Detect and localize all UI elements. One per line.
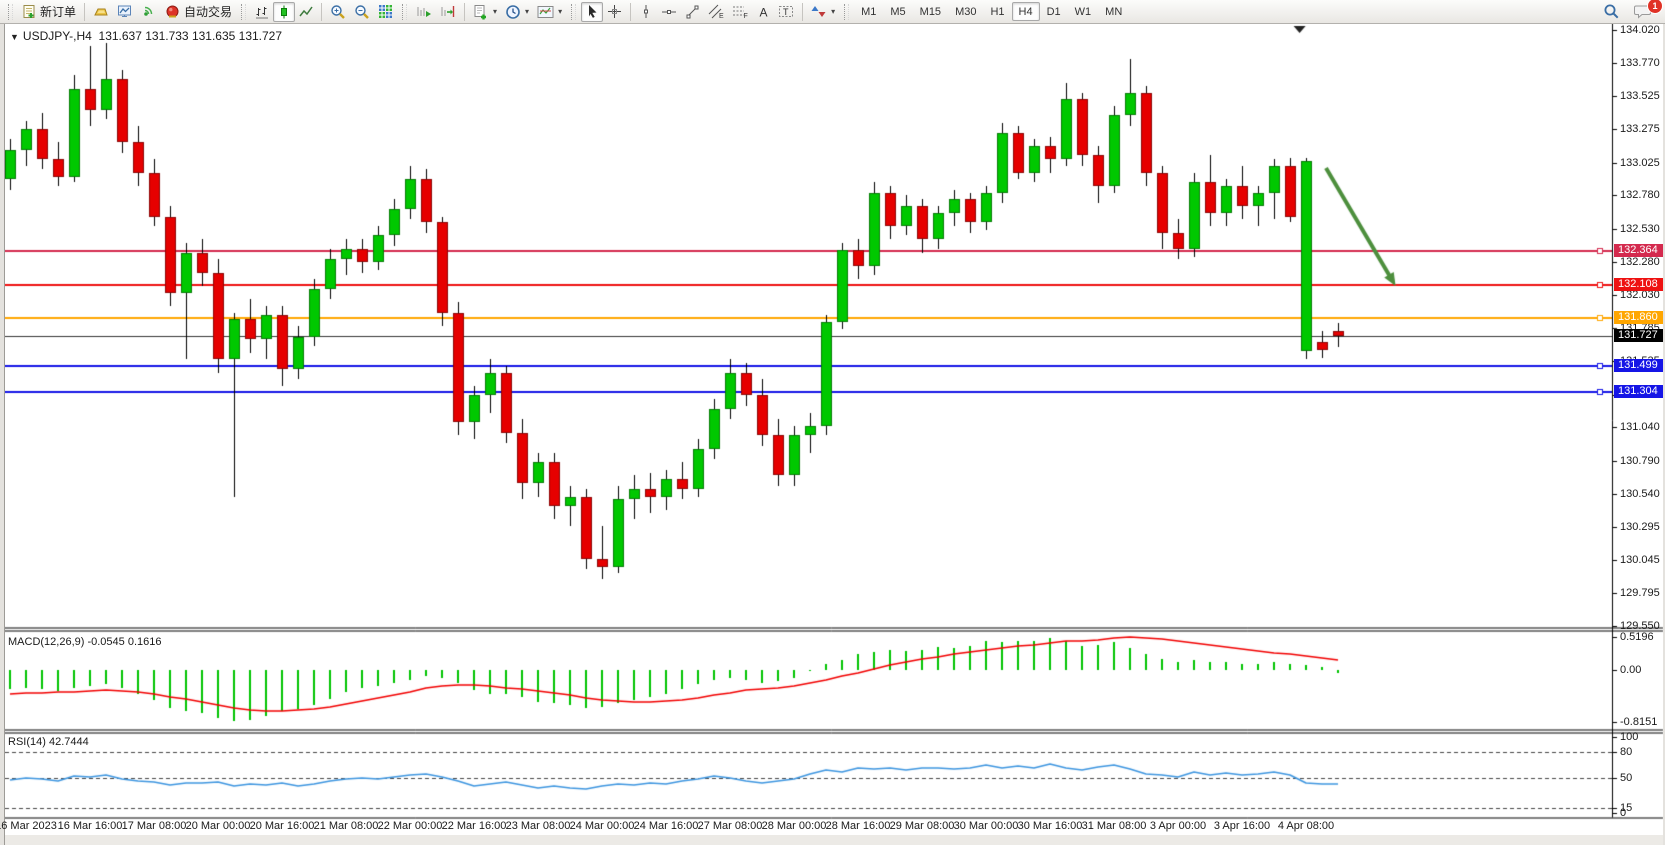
tf-button-d1[interactable]: D1 [1046, 5, 1061, 18]
crosshair-button[interactable] [603, 2, 626, 22]
line-chart-button[interactable] [295, 2, 317, 22]
indicators-add-icon [474, 4, 487, 19]
search-icon [1604, 4, 1619, 19]
notification-badge: 1 [1647, 0, 1663, 14]
horizontal-line-button[interactable] [657, 2, 681, 22]
toolbar-separator [84, 2, 86, 21]
tf-button-h4[interactable]: H4 [1011, 2, 1040, 21]
text-label-icon: T [779, 6, 794, 17]
tf-button-w1[interactable]: W1 [1074, 5, 1092, 18]
chevron-down-icon: ▾ [493, 6, 498, 16]
new-order-icon [23, 5, 35, 18]
text-button[interactable]: A [752, 2, 774, 22]
chart-shift-button[interactable] [436, 2, 460, 22]
autotrading-label: 自动交易 [184, 5, 233, 19]
template-icon [537, 5, 554, 18]
line-chart-icon [299, 6, 313, 16]
vertical-line-button[interactable] [635, 2, 657, 22]
bar-chart-button[interactable] [251, 2, 273, 22]
toolbar-grip [844, 3, 850, 20]
toolbar-separator [464, 2, 466, 21]
arrows-objects-button[interactable]: ▾ [807, 2, 839, 22]
tf-button-m30[interactable]: M30 [955, 5, 977, 18]
zoom-out-button[interactable] [350, 2, 374, 22]
svg-text:E: E [719, 13, 724, 19]
zoom-in-icon [331, 4, 345, 19]
tf-button-mn[interactable]: MN [1105, 5, 1123, 18]
tf-button-h1[interactable]: H1 [990, 5, 1005, 18]
deposit-button[interactable] [89, 2, 113, 22]
auto-scroll-button[interactable] [412, 2, 436, 22]
auto-scroll-icon [417, 7, 432, 17]
tf-button-m15[interactable]: M15 [919, 5, 942, 18]
market-watch-button[interactable] [113, 2, 137, 22]
trendline-button[interactable] [681, 2, 704, 22]
svg-text:F: F [744, 13, 748, 19]
toolbar-grip [402, 3, 408, 20]
text-label-button[interactable]: T [774, 2, 798, 22]
zoom-out-icon [355, 4, 369, 19]
trendline-icon [686, 5, 699, 19]
window-bottom-frame [0, 835, 1665, 845]
search-button[interactable] [1599, 2, 1624, 22]
gold-ingot-icon [94, 8, 108, 16]
svg-text:T: T [783, 7, 789, 17]
vertical-line-icon [644, 5, 649, 18]
crosshair-icon [608, 5, 622, 18]
tf-button-m5[interactable]: M5 [890, 5, 906, 18]
clock-icon [506, 4, 520, 19]
window-left-frame [0, 24, 5, 845]
fibonacci-icon: F [733, 6, 748, 19]
bar-chart-icon [256, 6, 269, 18]
autotrading-icon [166, 5, 179, 18]
new-order-label: 新订单 [40, 5, 77, 19]
chevron-down-icon: ▾ [525, 6, 530, 16]
chevron-down-icon: ▾ [558, 6, 563, 16]
toolbar-grip [241, 3, 247, 20]
text-icon: A [759, 5, 767, 19]
templates-button[interactable]: ▾ [533, 2, 566, 22]
toolbar-grip [8, 3, 13, 20]
fibonacci-button[interactable]: F [728, 2, 752, 22]
autotrading-button[interactable]: 自动交易 [161, 2, 236, 22]
toolbar-separator [630, 2, 632, 21]
chevron-down-icon: ▾ [831, 6, 836, 16]
periods-button[interactable]: ▾ [501, 2, 533, 22]
tile-windows-icon [379, 5, 393, 18]
toolbar-separator [321, 2, 323, 21]
chat-button[interactable]: 1 [1630, 0, 1663, 22]
tile-windows-button[interactable] [374, 2, 397, 22]
signal-button[interactable] [137, 2, 161, 22]
tf-button-m1[interactable]: M1 [861, 5, 877, 18]
toolbar-grip [571, 3, 577, 20]
horizontal-line-icon [662, 9, 677, 14]
timeframe-group: M1 M5 M15 M30 H1 H4 D1 W1 MN [854, 2, 1129, 21]
indicators-button[interactable]: ▾ [469, 2, 501, 22]
chart-window: ▼ USDJPY-,H4 131.637 131.733 131.635 131.… [0, 24, 1665, 845]
toolbar-separator [802, 2, 804, 21]
toolbar-right-group: 1 [1599, 0, 1663, 22]
candlestick-chart-icon [281, 5, 288, 18]
window-right-frame [1663, 24, 1665, 845]
candlestick-chart-button[interactable] [273, 1, 296, 22]
chart-canvas[interactable] [0, 24, 1665, 845]
equidistant-channel-button[interactable]: E [704, 2, 728, 22]
new-order-button[interactable]: 新订单 [18, 2, 80, 22]
svg-text:A: A [759, 5, 767, 19]
arrow-objects-icon [811, 6, 826, 17]
main-toolbar: 新订单 自动交易 [0, 0, 1665, 24]
signal-icon [144, 6, 153, 16]
chart-shift-icon [441, 6, 455, 17]
monitor-chart-icon [118, 5, 132, 17]
zoom-in-button[interactable] [326, 2, 350, 22]
channel-icon: E [708, 4, 724, 19]
cursor-icon [589, 5, 597, 18]
cursor-button[interactable] [581, 1, 604, 22]
